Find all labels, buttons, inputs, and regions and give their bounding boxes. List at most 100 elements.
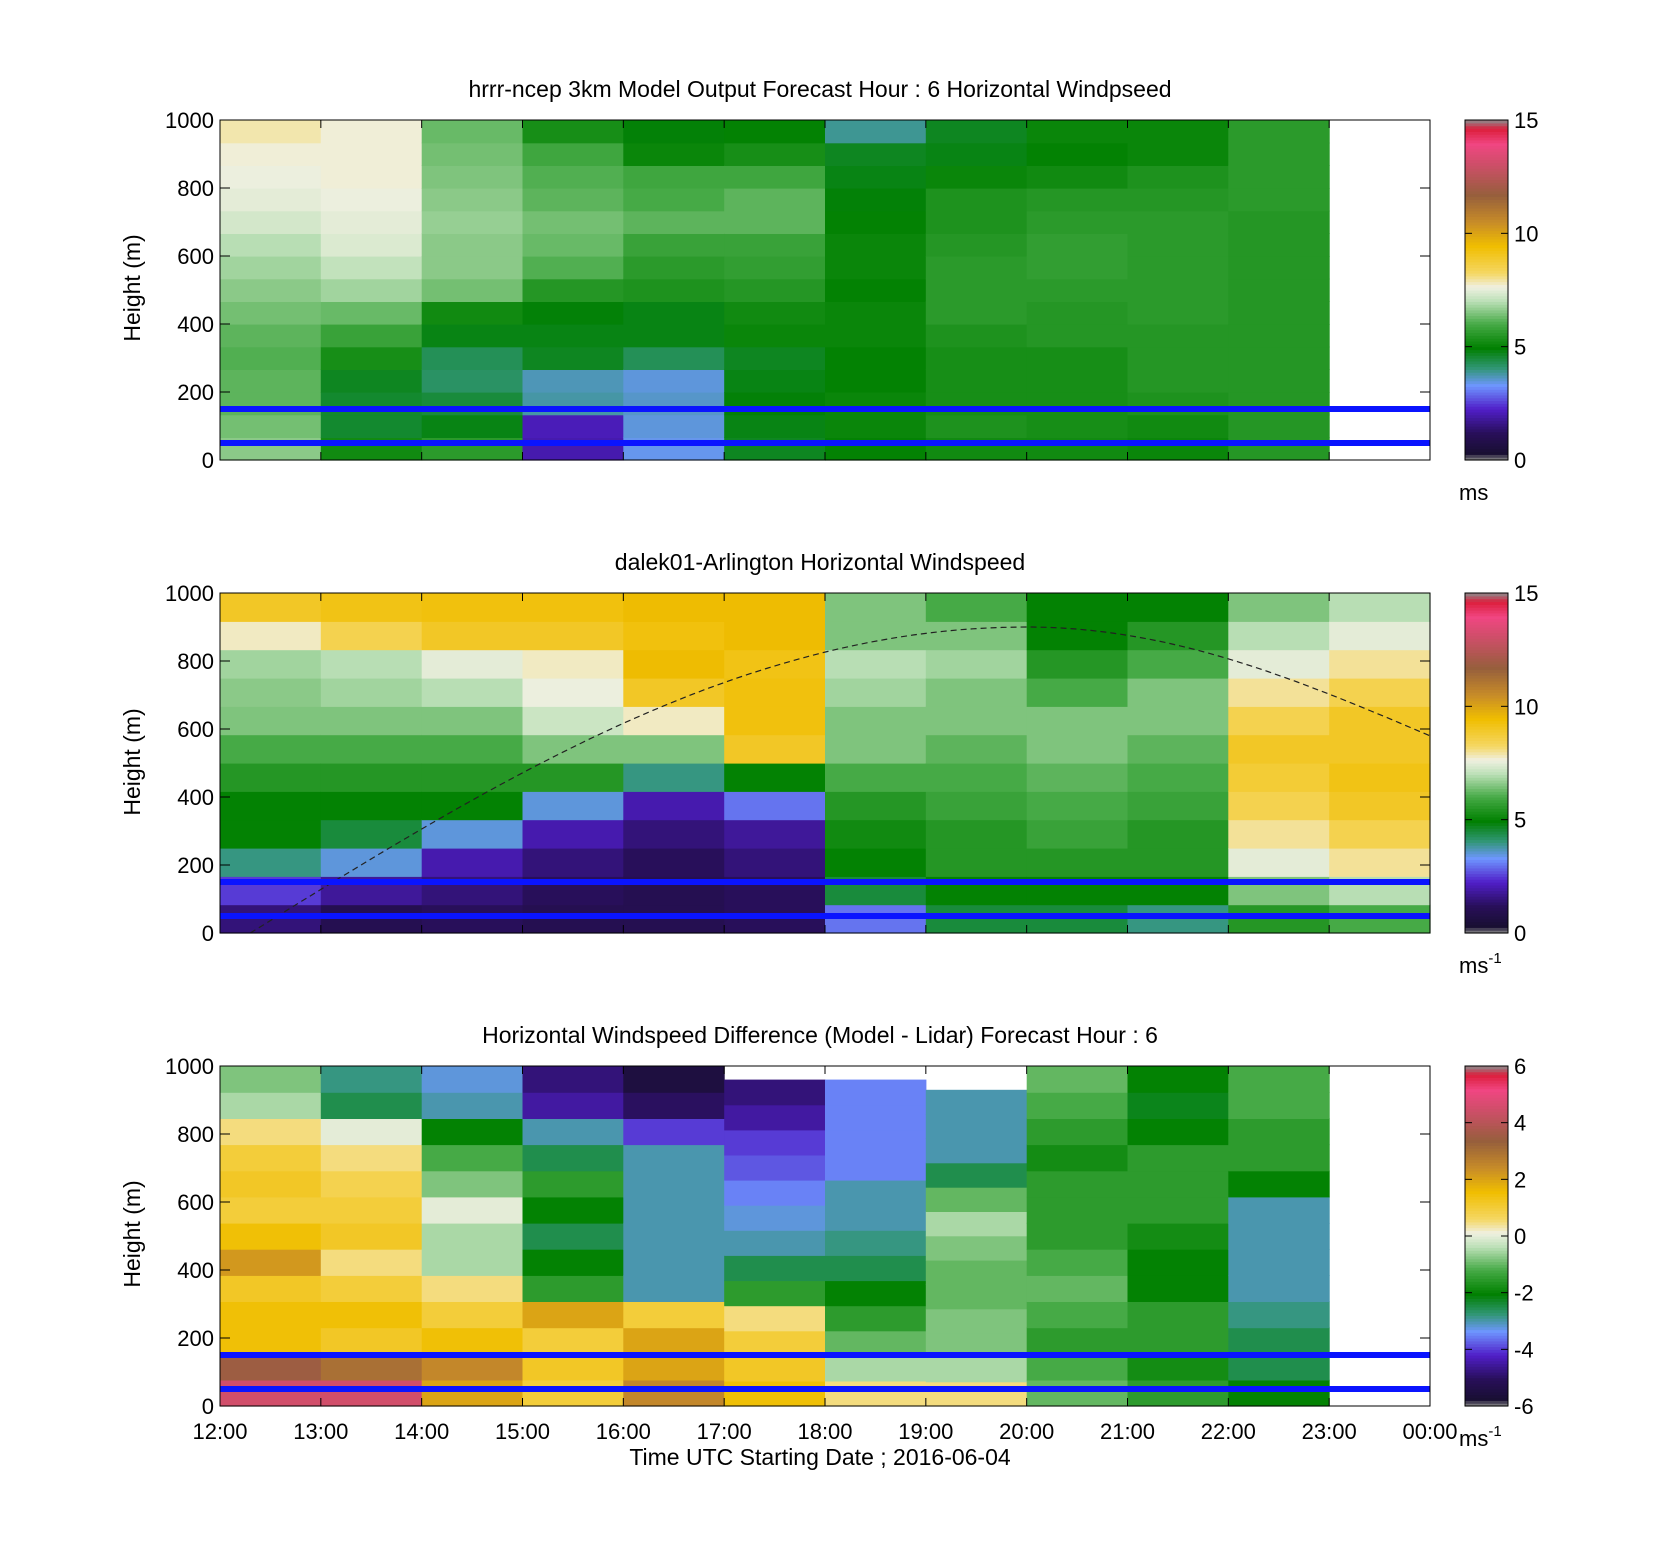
- heatmap-cell: [522, 210, 624, 234]
- heatmap-cell: [724, 1079, 826, 1106]
- heatmap-cell: [925, 414, 1028, 438]
- colorbar-swatch: [1465, 1366, 1508, 1370]
- colorbar-swatch: [1465, 236, 1508, 240]
- heatmap-cell: [421, 1118, 524, 1146]
- colorbar-swatch: [1465, 1230, 1508, 1234]
- colorbar-swatch: [1465, 363, 1508, 368]
- colorbar-swatch: [1465, 1094, 1508, 1098]
- x-tick-label: 13:00: [293, 1419, 348, 1444]
- heatmap-cell: [421, 346, 524, 370]
- heatmap-cell: [1329, 621, 1431, 651]
- heatmap-cell: [1026, 763, 1129, 792]
- x-tick-label: 22:00: [1201, 1419, 1256, 1444]
- x-tick-label: 16:00: [596, 1419, 651, 1444]
- heatmap-cell: [1127, 1196, 1229, 1224]
- heatmap-cell: [825, 819, 927, 849]
- heatmap-cell: [925, 1260, 1028, 1285]
- colorbar-swatch: [1465, 338, 1508, 342]
- heatmap-cell: [320, 1092, 423, 1119]
- colorbar-swatch: [1465, 816, 1508, 821]
- heatmap-cell: [825, 369, 927, 393]
- colorbar-swatch: [1465, 159, 1508, 164]
- colorbar-swatch: [1465, 1264, 1508, 1268]
- heatmap-cell: [1228, 848, 1330, 877]
- colorbar-swatch: [1465, 1372, 1508, 1376]
- heatmap-cell: [1228, 414, 1330, 438]
- heatmap-cell: [1329, 763, 1431, 792]
- colorbar-swatch: [1465, 1196, 1508, 1200]
- colorbar-swatch: [1465, 763, 1508, 767]
- colorbar-swatch: [1465, 1244, 1508, 1248]
- heatmap-cell: [1329, 649, 1431, 679]
- colorbar-swatch: [1465, 867, 1508, 872]
- heatmap-cell: [522, 1196, 624, 1224]
- y-axis-label: Height (m): [119, 234, 145, 341]
- colorbar-swatch: [1465, 168, 1508, 172]
- heatmap-cell: [320, 414, 423, 438]
- colorbar-swatch: [1465, 156, 1508, 161]
- heatmap-cell: [421, 1066, 524, 1093]
- heatmap-cell: [220, 142, 322, 166]
- heatmap-cell: [220, 120, 322, 144]
- heatmap-cell: [623, 414, 725, 438]
- heatmap-cell: [220, 1066, 322, 1093]
- heatmap-cell: [220, 210, 322, 234]
- heatmap-cell: [623, 706, 725, 736]
- heatmap-cell: [623, 1249, 725, 1276]
- colorbar-swatch: [1465, 375, 1508, 379]
- colorbar-swatch: [1465, 644, 1508, 648]
- heatmap-cell: [522, 678, 624, 707]
- heatmap-cell: [724, 142, 826, 166]
- heatmap-cell: [1228, 278, 1330, 302]
- heatmap-cell: [1026, 1196, 1129, 1224]
- colorbar-swatch: [1465, 409, 1508, 413]
- colorbar-swatch: [1465, 1125, 1508, 1129]
- heatmap-cell: [623, 369, 725, 393]
- heatmap-cell: [825, 233, 927, 257]
- colorbar-swatch: [1465, 615, 1508, 620]
- heatmap-cell: [925, 120, 1028, 144]
- heatmap-cell: [1026, 301, 1129, 325]
- heatmap-cell: [825, 621, 927, 651]
- colorbar-tick-label: -4: [1514, 1337, 1534, 1362]
- colorbar-swatch: [1465, 757, 1508, 761]
- colorbar-swatch: [1465, 1153, 1508, 1158]
- heatmap-cell: [421, 120, 524, 144]
- colorbar-swatch: [1465, 890, 1508, 894]
- heatmap-cell: [320, 1249, 423, 1276]
- heatmap-cell: [220, 791, 322, 821]
- colorbar-swatch: [1465, 273, 1508, 277]
- heatmap-cell: [623, 763, 725, 792]
- colorbar-swatch: [1465, 1338, 1508, 1342]
- colorbar-swatch: [1465, 1100, 1508, 1104]
- colorbar-swatch: [1465, 669, 1508, 673]
- heatmap-cell: [220, 1379, 322, 1407]
- heatmap-cell: [623, 188, 725, 212]
- heatmap-cell: [1228, 593, 1330, 622]
- heatmap-cell: [1228, 621, 1330, 651]
- heatmap-cell: [623, 1118, 725, 1146]
- heatmap-cell: [421, 1222, 524, 1250]
- heatmap-cell: [825, 1230, 927, 1256]
- heatmap-cell: [724, 165, 826, 189]
- colorbar-swatch: [1465, 797, 1508, 801]
- heatmap-cell: [220, 1275, 322, 1302]
- heatmap-cell: [1127, 1066, 1229, 1093]
- y-tick-label: 400: [177, 785, 214, 810]
- colorbar-swatch: [1465, 1204, 1508, 1209]
- colorbar-swatch: [1465, 632, 1508, 637]
- heatmap-cell: [724, 346, 826, 370]
- heatmap-cell: [1127, 791, 1229, 821]
- heatmap-cell: [1228, 1327, 1330, 1355]
- colorbar-swatch: [1465, 179, 1508, 183]
- heatmap-cell: [1127, 1118, 1229, 1146]
- heatmap-cell: [522, 165, 624, 189]
- colorbar-swatch: [1465, 420, 1508, 424]
- heatmap-cell: [220, 1118, 322, 1146]
- heatmap-cell: [724, 256, 826, 280]
- colorbar-swatch: [1465, 185, 1508, 189]
- heatmap-cell: [1026, 1301, 1129, 1329]
- heatmap-cell: [421, 188, 524, 212]
- colorbar-swatch: [1465, 709, 1508, 713]
